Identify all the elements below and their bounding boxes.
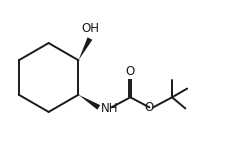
Polygon shape	[78, 95, 100, 110]
Text: O: O	[126, 65, 135, 77]
Text: OH: OH	[81, 22, 99, 35]
Polygon shape	[78, 37, 92, 60]
Text: NH: NH	[101, 102, 118, 115]
Text: O: O	[145, 101, 154, 114]
